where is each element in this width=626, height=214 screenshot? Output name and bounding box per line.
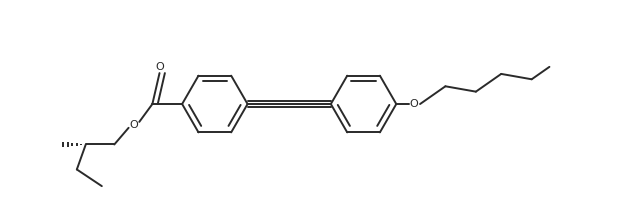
Text: O: O <box>129 120 138 131</box>
Text: O: O <box>410 99 419 109</box>
Text: O: O <box>155 62 164 71</box>
